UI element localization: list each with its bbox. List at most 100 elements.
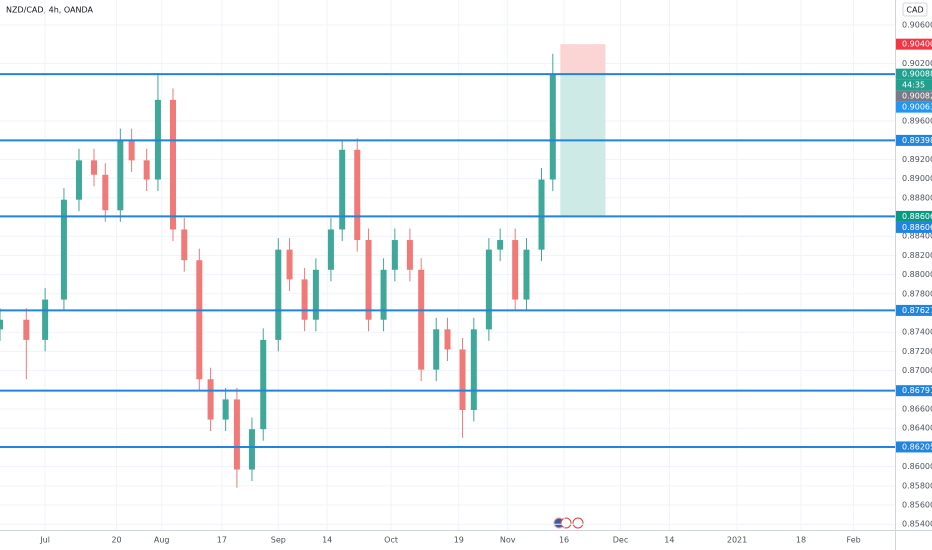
x-tick-label: 14: [664, 536, 674, 545]
price-label-bg: [896, 210, 932, 222]
candle-body: [42, 299, 49, 340]
candle-body: [181, 229, 188, 261]
candle-body: [60, 199, 67, 300]
candle-body: [233, 399, 240, 470]
x-tick-label: 20: [111, 536, 121, 545]
candle-body: [391, 240, 398, 270]
candle-body: [301, 279, 308, 320]
y-tick-label: 0.87400: [902, 328, 932, 337]
x-tick-label: Nov: [500, 536, 516, 545]
candle-body: [117, 140, 124, 211]
x-tick-label: 17: [217, 536, 227, 545]
stop-zone: [560, 44, 606, 75]
y-tick-label: 0.86400: [902, 424, 932, 433]
y-tick-label: 0.87800: [902, 289, 932, 298]
candle-body: [0, 319, 3, 330]
candle-body: [380, 269, 387, 320]
event-icons[interactable]: [553, 517, 584, 529]
candle-body: [497, 240, 504, 250]
candle-body: [433, 329, 440, 370]
price-label: 0.90082: [902, 92, 932, 101]
price-label-bg: [896, 385, 932, 397]
candle-body: [102, 174, 109, 211]
candle-body: [260, 339, 267, 430]
currency-box[interactable]: [902, 2, 928, 17]
candle-body: [248, 429, 255, 470]
price-label: 0.90063: [902, 103, 932, 112]
y-tick-label: 0.87000: [902, 366, 932, 375]
candle-body: [312, 269, 319, 320]
candle-body: [169, 99, 176, 230]
candle-body: [538, 179, 545, 250]
price-label-bg: [896, 90, 932, 102]
y-tick-label: 0.85800: [902, 481, 932, 490]
x-tick-label: Jul: [39, 536, 50, 545]
price-label: 0.90088: [902, 70, 932, 79]
y-tick-label: 0.85600: [902, 501, 932, 510]
price-label: 0.89398: [902, 136, 932, 145]
y-tick-label: 0.88800: [902, 193, 932, 202]
x-tick-label: 18: [796, 536, 806, 545]
candle-body: [339, 149, 346, 230]
candle-body: [275, 249, 282, 340]
y-tick-label: 0.88200: [902, 251, 932, 260]
candle-body: [196, 260, 203, 380]
price-label-bg: [896, 101, 932, 113]
price-label: 0.86205: [902, 442, 932, 451]
candle-body: [549, 74, 556, 180]
x-tick-label: Feb: [847, 536, 861, 545]
axis: 0.90600 0.90200 0.89600 0.89200 0.89000 0.888…: [39, 20, 932, 544]
x-tick-label: Oct: [384, 536, 398, 545]
y-tick-label: 0.86600: [902, 405, 932, 414]
candle-body: [286, 249, 293, 280]
price-label-bg: [896, 221, 932, 233]
flag-icon[interactable]: [560, 517, 572, 529]
y-tick-label: 0.86000: [902, 462, 932, 471]
candle-body: [75, 160, 82, 200]
x-tick-label: 19: [454, 536, 464, 545]
candle-body: [512, 240, 519, 300]
price-label: 0.90400: [902, 40, 932, 49]
candle-body: [91, 160, 98, 175]
price-label-bg: [896, 134, 932, 146]
candle-body: [222, 399, 229, 420]
currency[interactable]: CAD: [906, 6, 923, 15]
y-tick-label: 0.89000: [902, 174, 932, 183]
candle-body: [207, 379, 214, 420]
price-label-bg: [896, 68, 932, 80]
price-label: 0.88606: [902, 223, 932, 232]
y-tick-label: 0.88400: [902, 232, 932, 241]
y-tick-label: 0.90200: [902, 59, 932, 68]
x-tick-label: 14: [322, 536, 332, 545]
price-label-bg: [896, 38, 932, 50]
x-tick-label: Sep: [271, 536, 286, 545]
y-tick-label: 0.87200: [902, 347, 932, 356]
x-tick-label: 16: [559, 536, 569, 545]
candle-body: [143, 160, 150, 180]
candle-body: [365, 240, 372, 320]
candle-body: [354, 149, 361, 241]
x-tick-label: 2021: [727, 536, 747, 545]
candle-body: [444, 329, 451, 350]
x-tick-label: Aug: [154, 536, 170, 545]
price-label-bg: [896, 304, 932, 316]
price-label: 0.86791: [902, 386, 932, 395]
candle-body: [459, 349, 466, 410]
y-tick-label: 0.89200: [902, 155, 932, 164]
candle-body: [327, 229, 334, 270]
candle-body: [23, 319, 30, 340]
chart-title: NZD/CAD, 4h, OANDA: [6, 6, 94, 15]
target-zone: [560, 74, 606, 217]
price-label-bg: [896, 441, 932, 453]
y-tick-label: 0.90600: [902, 20, 932, 29]
flag-icon[interactable]: [572, 517, 584, 529]
price-label-bg: [896, 79, 932, 91]
candle-body: [523, 249, 530, 300]
candle-body: [485, 249, 492, 330]
price-label: 0.87627: [902, 306, 932, 315]
grid: [0, 0, 895, 530]
price-label: 44:35: [902, 81, 925, 90]
candle-body: [128, 140, 135, 161]
candle-body: [406, 240, 413, 270]
